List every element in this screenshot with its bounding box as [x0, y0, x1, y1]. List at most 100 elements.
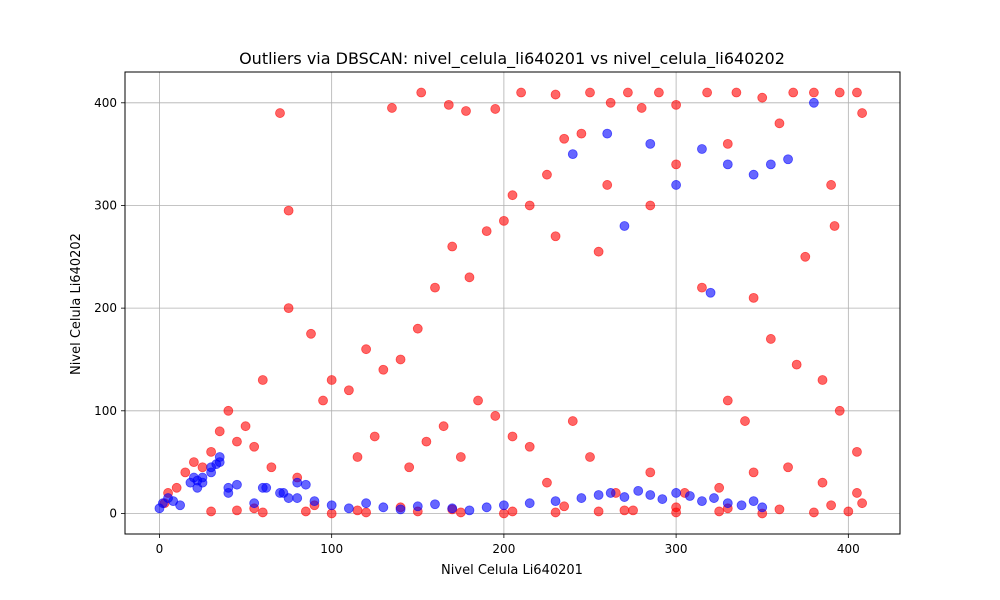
- cluster-point: [464, 505, 475, 516]
- chart-title: Outliers via DBSCAN: nivel_celula_li6402…: [239, 49, 785, 69]
- outlier-point: [857, 108, 868, 118]
- y-tick-label: 200: [94, 301, 117, 315]
- cluster-point: [232, 479, 242, 490]
- outlier-point: [585, 87, 595, 98]
- cluster-point: [705, 287, 716, 298]
- outlier-point: [257, 507, 268, 518]
- cluster-points: [154, 97, 819, 516]
- cluster-point: [412, 501, 423, 512]
- outlier-point: [443, 99, 454, 110]
- cluster-point: [722, 498, 733, 509]
- outlier-point: [232, 436, 242, 447]
- outlier-point: [430, 282, 440, 293]
- outlier-point: [404, 462, 415, 473]
- outlier-point: [605, 97, 616, 108]
- outlier-point: [352, 505, 363, 516]
- x-tick-label: 0: [156, 542, 164, 556]
- outlier-point: [455, 507, 466, 518]
- outlier-point: [722, 138, 733, 149]
- cluster-point: [309, 496, 320, 507]
- outlier-point: [593, 246, 604, 257]
- outlier-point: [240, 421, 251, 432]
- cluster-point: [447, 503, 458, 514]
- data-points: [154, 87, 868, 519]
- outlier-point: [748, 467, 759, 478]
- outlier-point: [622, 87, 633, 98]
- outlier-point: [829, 221, 840, 231]
- outlier-point: [300, 506, 311, 517]
- outlier-point: [507, 431, 518, 442]
- cluster-point: [550, 496, 561, 507]
- cluster-point: [709, 493, 719, 503]
- outlier-point: [461, 106, 471, 116]
- outlier-point: [774, 504, 785, 515]
- outlier-point: [455, 452, 466, 462]
- cluster-point: [605, 488, 616, 498]
- outlier-point: [524, 200, 535, 211]
- outlier-point: [550, 89, 561, 100]
- outlier-point: [542, 477, 552, 488]
- x-tick-label: 400: [837, 542, 860, 556]
- cluster-point: [748, 169, 759, 180]
- outlier-point: [464, 272, 475, 283]
- outlier-point: [645, 200, 656, 211]
- cluster-point: [300, 479, 311, 490]
- cluster-point: [211, 459, 222, 470]
- outlier-point: [559, 133, 570, 144]
- outlier-point: [800, 251, 811, 262]
- outlier-point: [490, 411, 501, 421]
- outlier-point: [306, 328, 316, 339]
- outlier-point: [834, 87, 845, 98]
- outlier-point: [223, 405, 234, 416]
- x-tick-label: 100: [320, 542, 343, 556]
- cluster-point: [619, 221, 630, 231]
- outlier-point: [352, 452, 363, 462]
- cluster-point: [671, 180, 682, 190]
- outlier-point: [740, 416, 750, 426]
- outlier-point: [757, 92, 768, 103]
- outlier-point: [576, 128, 587, 139]
- cluster-point: [748, 496, 759, 507]
- x-axis-ticks: 0 100 200 300 400: [156, 534, 860, 556]
- y-tick-label: 100: [94, 404, 117, 418]
- y-axis-ticks: 0 100 200 300 400: [94, 96, 125, 520]
- cluster-point: [292, 493, 303, 503]
- outlier-point: [619, 505, 630, 516]
- y-tick-label: 400: [94, 96, 117, 110]
- outlier-point: [206, 446, 217, 457]
- outlier-point: [714, 506, 725, 517]
- cluster-point: [697, 496, 707, 507]
- outlier-point: [653, 87, 664, 98]
- outlier-point: [550, 507, 561, 518]
- outlier-point: [481, 226, 492, 237]
- outlier-point: [817, 477, 828, 488]
- outlier-point: [361, 507, 372, 518]
- outlier-point: [748, 292, 759, 303]
- outlier-point: [788, 87, 799, 98]
- outlier-point: [447, 241, 458, 252]
- outlier-point: [438, 421, 449, 432]
- outlier-point: [834, 405, 845, 416]
- cluster-point: [602, 128, 613, 139]
- outlier-point: [197, 462, 208, 473]
- cluster-point: [722, 159, 733, 170]
- cluster-point: [671, 488, 682, 498]
- outlier-point: [714, 482, 725, 493]
- cluster-point: [326, 500, 337, 511]
- outlier-point: [507, 506, 518, 517]
- outlier-point: [791, 359, 802, 370]
- plot-frame: [124, 71, 901, 535]
- y-axis-label: Nivel Celula Li640202: [69, 233, 84, 375]
- outlier-point: [857, 498, 868, 509]
- outlier-point: [498, 215, 509, 226]
- outlier-point: [774, 118, 785, 129]
- outlier-point: [852, 87, 862, 98]
- cluster-point: [278, 488, 289, 498]
- outlier-point: [567, 416, 578, 426]
- outlier-point: [266, 462, 277, 473]
- cluster-point: [292, 477, 303, 488]
- outlier-point: [671, 99, 682, 110]
- outlier-point: [852, 446, 862, 457]
- outlier-point: [206, 506, 217, 517]
